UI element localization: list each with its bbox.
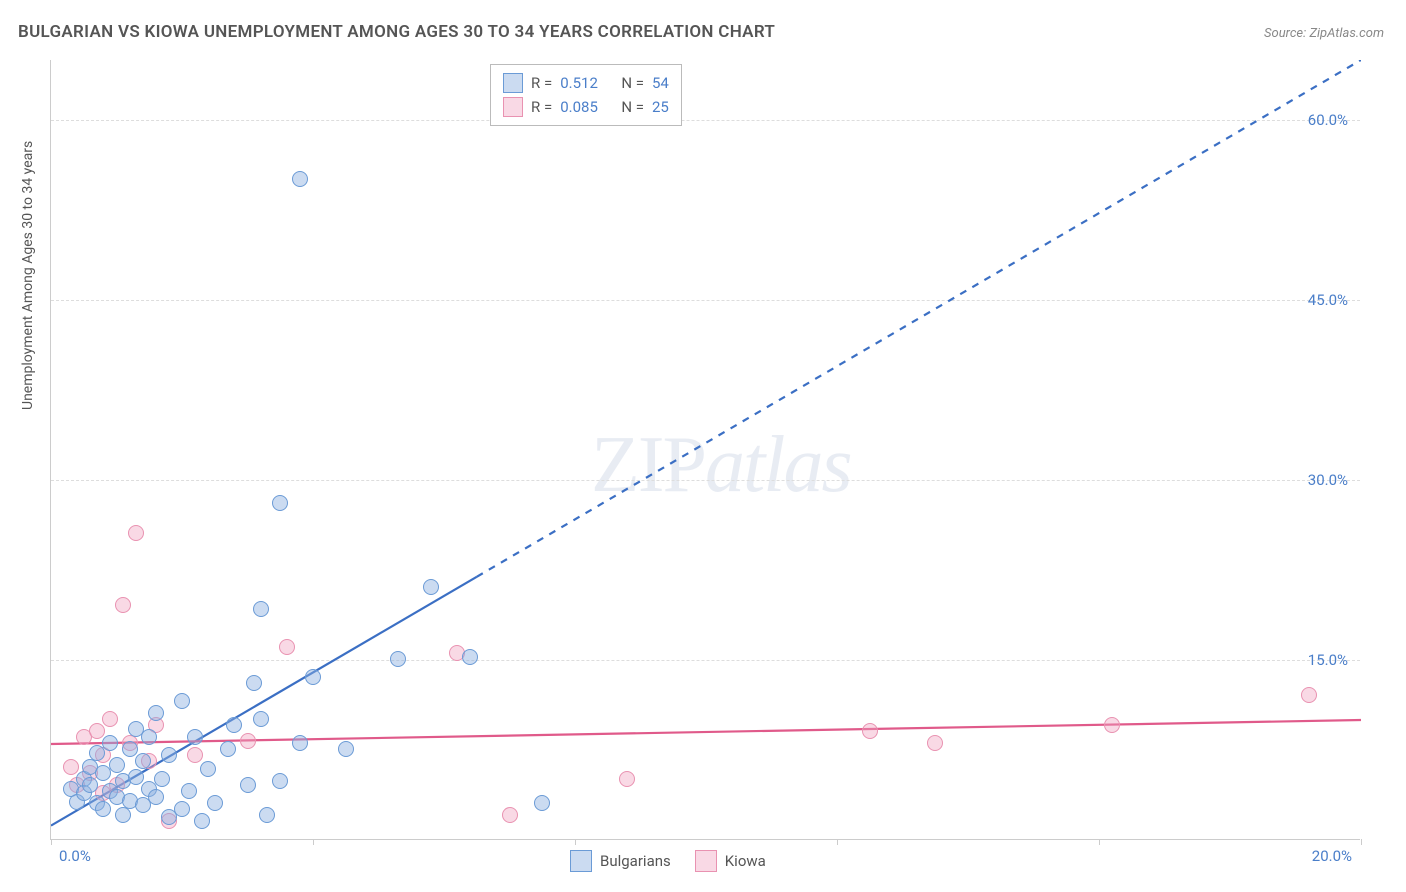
stat-r-label-k: R = [531, 98, 552, 116]
x-tick-label: 20.0% [1312, 847, 1352, 865]
y-tick-label: 15.0% [1308, 651, 1348, 669]
data-point-bulgarians [462, 649, 478, 665]
data-point-bulgarians [128, 769, 144, 785]
data-point-kiowa [927, 735, 943, 751]
watermark: ZIPatlas [591, 420, 851, 511]
x-tick-label: 0.0% [59, 847, 91, 865]
data-point-bulgarians [253, 601, 269, 617]
data-point-bulgarians [423, 579, 439, 595]
data-point-bulgarians [338, 741, 354, 757]
stat-n-label2: N = [621, 74, 644, 92]
swatch-bulgarians [503, 73, 523, 93]
data-point-bulgarians [161, 747, 177, 763]
source-attribution: Source: ZipAtlas.com [1264, 26, 1384, 41]
legend-swatch-bulgarians [570, 850, 592, 872]
data-point-kiowa [862, 723, 878, 739]
stat-n-bulgarians: 54 [652, 74, 669, 92]
data-point-kiowa [63, 759, 79, 775]
data-point-bulgarians [272, 495, 288, 511]
gridline [51, 660, 1360, 661]
x-tick [1361, 839, 1362, 845]
data-point-kiowa [115, 597, 131, 613]
stat-n-kiowa: 25 [652, 98, 669, 116]
legend-swatch-kiowa [695, 850, 717, 872]
stat-n-spacer-k [606, 98, 613, 116]
stats-row-kiowa: R = 0.085 N = 25 [503, 95, 669, 119]
legend-item-bulgarians: Bulgarians [570, 850, 671, 872]
data-point-bulgarians [226, 717, 242, 733]
x-tick [51, 839, 52, 845]
data-point-kiowa [240, 733, 256, 749]
data-point-bulgarians [174, 693, 190, 709]
data-point-kiowa [89, 723, 105, 739]
watermark-zip: ZIP [591, 421, 705, 509]
data-point-kiowa [502, 807, 518, 823]
data-point-bulgarians [109, 757, 125, 773]
data-point-bulgarians [272, 773, 288, 789]
chart-title: BULGARIAN VS KIOWA UNEMPLOYMENT AMONG AG… [18, 22, 775, 42]
x-tick [1099, 839, 1100, 845]
data-point-kiowa [279, 639, 295, 655]
y-axis-label: Unemployment Among Ages 30 to 34 years [20, 141, 36, 410]
data-point-bulgarians [240, 777, 256, 793]
stat-r-label: R = [531, 74, 552, 92]
data-point-kiowa [102, 711, 118, 727]
source-label: Source: [1264, 26, 1306, 41]
data-point-bulgarians [102, 735, 118, 751]
correlation-stats-box: R = 0.512 N = 54 R = 0.085 N = 25 [490, 64, 682, 126]
stat-n-label-k: N = [621, 98, 644, 116]
data-point-kiowa [1104, 717, 1120, 733]
scatter-plot-area: ZIPatlas 15.0%30.0%45.0%60.0%0.0%20.0% [50, 60, 1360, 840]
data-point-bulgarians [220, 741, 236, 757]
data-point-bulgarians [194, 813, 210, 829]
data-point-bulgarians [135, 753, 151, 769]
y-tick-label: 45.0% [1308, 291, 1348, 309]
gridline [51, 120, 1360, 121]
data-point-bulgarians [187, 729, 203, 745]
data-point-kiowa [187, 747, 203, 763]
data-point-bulgarians [305, 669, 321, 685]
data-point-bulgarians [259, 807, 275, 823]
data-point-bulgarians [253, 711, 269, 727]
data-point-kiowa [619, 771, 635, 787]
data-point-bulgarians [246, 675, 262, 691]
trend-lines [51, 60, 1361, 840]
bottom-legend: Bulgarians Kiowa [570, 850, 766, 872]
data-point-bulgarians [181, 783, 197, 799]
data-point-bulgarians [82, 777, 98, 793]
data-point-bulgarians [200, 761, 216, 777]
swatch-kiowa [503, 97, 523, 117]
data-point-bulgarians [207, 795, 223, 811]
data-point-bulgarians [292, 735, 308, 751]
y-tick-label: 60.0% [1308, 111, 1348, 129]
data-point-bulgarians [174, 801, 190, 817]
x-tick [575, 839, 576, 845]
data-point-bulgarians [148, 789, 164, 805]
stats-row-bulgarians: R = 0.512 N = 54 [503, 71, 669, 95]
stat-r-kiowa: 0.085 [560, 98, 598, 116]
x-tick [837, 839, 838, 845]
gridline [51, 480, 1360, 481]
data-point-bulgarians [534, 795, 550, 811]
legend-item-kiowa: Kiowa [695, 850, 766, 872]
data-point-bulgarians [148, 705, 164, 721]
stat-n-label [606, 74, 613, 92]
legend-label-bulgarians: Bulgarians [600, 852, 671, 870]
y-tick-label: 30.0% [1308, 471, 1348, 489]
data-point-bulgarians [95, 801, 111, 817]
data-point-bulgarians [115, 807, 131, 823]
data-point-bulgarians [154, 771, 170, 787]
legend-label-kiowa: Kiowa [725, 852, 766, 870]
stat-r-bulgarians: 0.512 [560, 74, 598, 92]
data-point-bulgarians [292, 171, 308, 187]
data-point-kiowa [1301, 687, 1317, 703]
data-point-bulgarians [390, 651, 406, 667]
data-point-bulgarians [141, 729, 157, 745]
data-point-kiowa [128, 525, 144, 541]
x-tick [313, 839, 314, 845]
gridline [51, 300, 1360, 301]
source-value: ZipAtlas.com [1309, 26, 1384, 41]
data-point-bulgarians [122, 741, 138, 757]
watermark-atlas: atlas [705, 421, 851, 509]
